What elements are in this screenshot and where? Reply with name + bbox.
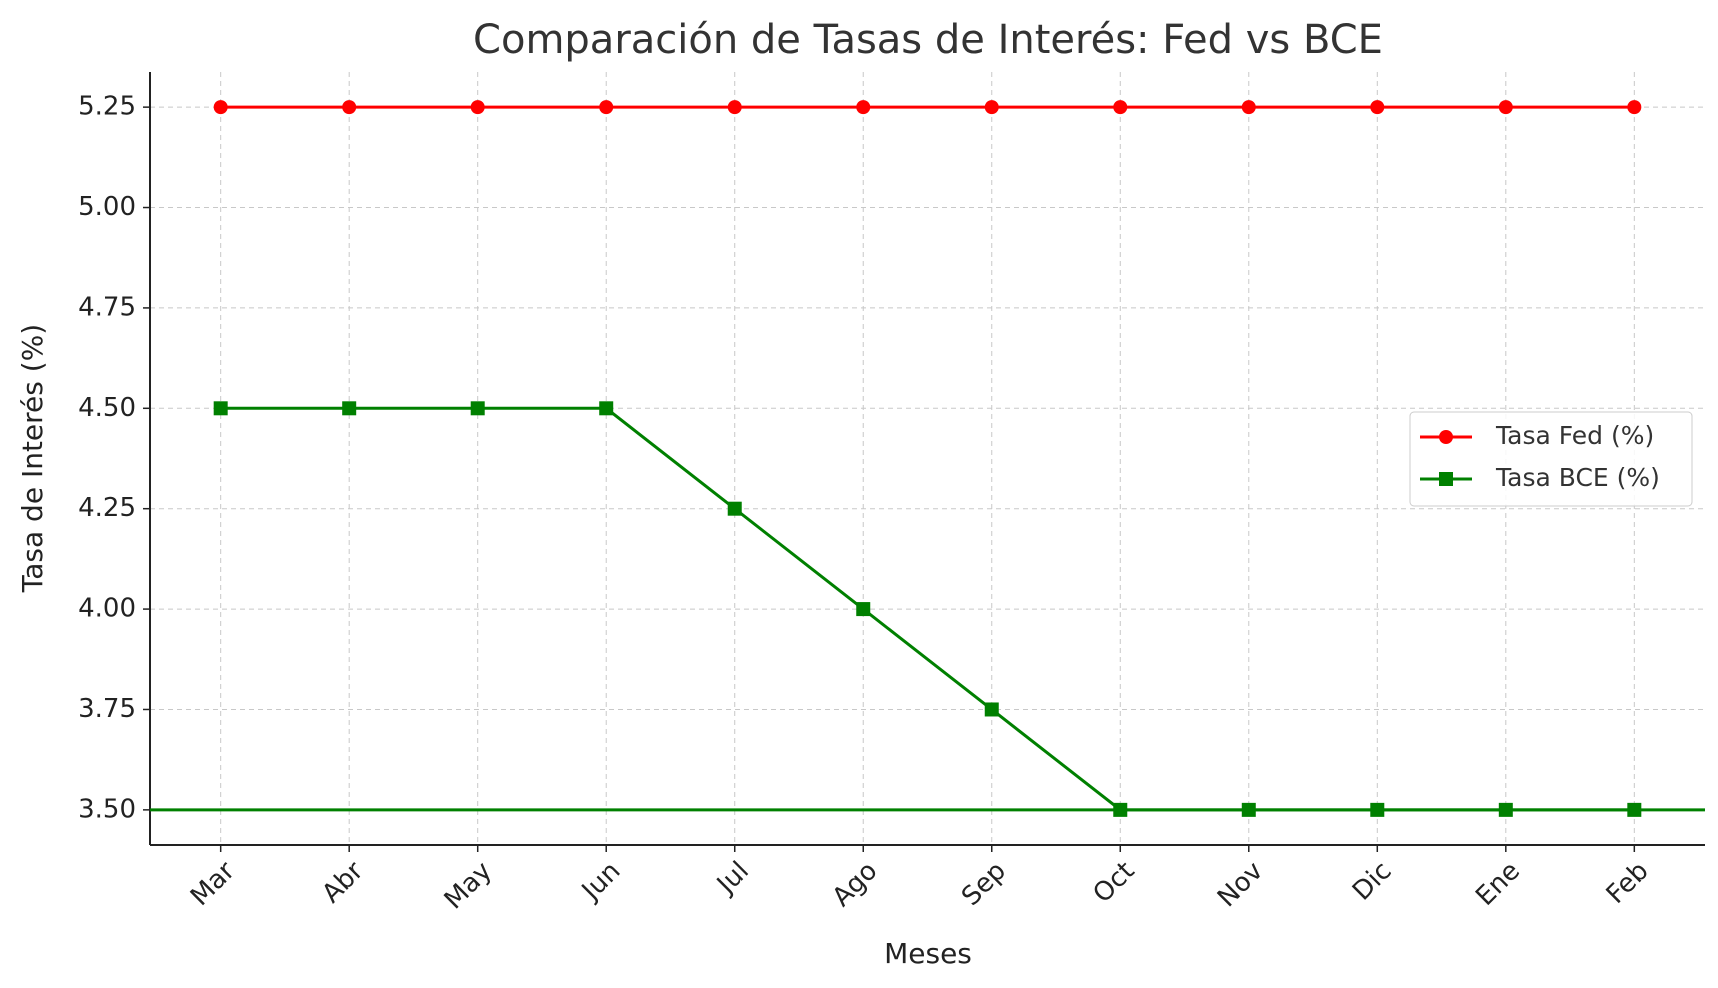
x-tick-label: May: [439, 856, 498, 915]
marker: [213, 401, 228, 416]
x-tick-label: Ene: [1470, 856, 1526, 912]
marker: [1113, 802, 1128, 817]
x-tick-label: Jun: [575, 856, 626, 907]
y-tick-label: 4.00: [78, 594, 136, 624]
y-axis-label: Tasa de Interés (%): [16, 324, 49, 593]
y-tick-label: 3.75: [78, 694, 136, 724]
marker: [1439, 472, 1453, 486]
x-tick-label: Sep: [956, 856, 1012, 912]
marker: [1241, 802, 1256, 817]
marker: [213, 100, 228, 115]
marker: [856, 100, 871, 115]
x-tick-label: Mar: [185, 856, 241, 912]
marker: [984, 100, 999, 115]
marker: [342, 100, 357, 115]
marker: [727, 100, 742, 115]
legend-box: [1409, 411, 1693, 507]
x-tick-label: Oct: [1088, 856, 1141, 909]
line: [220, 406, 1635, 812]
x-tick-label: Nov: [1212, 856, 1269, 913]
marker: [1627, 100, 1642, 115]
y-tick-label: 4.50: [78, 393, 136, 423]
x-tick-label: Ago: [827, 856, 884, 913]
y-tick-label: 3.50: [78, 794, 136, 824]
marker: [1370, 802, 1385, 817]
x-tick-label: Dic: [1347, 856, 1398, 907]
marker: [342, 401, 357, 416]
marker: [599, 100, 614, 115]
marker: [984, 702, 999, 717]
marker: [727, 501, 742, 516]
marker: [1627, 802, 1642, 817]
marker: [1439, 430, 1453, 444]
marker: [1370, 100, 1385, 115]
x-axis-label: Meses: [884, 937, 972, 970]
legend-label: Tasa BCE (%): [1495, 463, 1660, 492]
y-tick-label: 4.75: [78, 292, 136, 322]
y-tick-label: 4.25: [78, 493, 136, 523]
chart-title: Comparación de Tasas de Interés: Fed vs …: [473, 17, 1383, 63]
legend-label: Tasa Fed (%): [1495, 421, 1654, 450]
marker: [470, 401, 485, 416]
x-tick-label: Feb: [1601, 856, 1655, 910]
marker: [1498, 802, 1513, 817]
marker: [599, 401, 614, 416]
marker: [1113, 100, 1128, 115]
y-tick-label: 5.25: [78, 92, 136, 122]
y-tick-label: 5.00: [78, 192, 136, 222]
x-tick-label: Abr: [316, 856, 369, 909]
marker: [856, 602, 871, 617]
marker: [1498, 100, 1513, 115]
marker: [1241, 100, 1256, 115]
marker: [470, 100, 485, 115]
x-tick-label: Jul: [710, 856, 755, 901]
